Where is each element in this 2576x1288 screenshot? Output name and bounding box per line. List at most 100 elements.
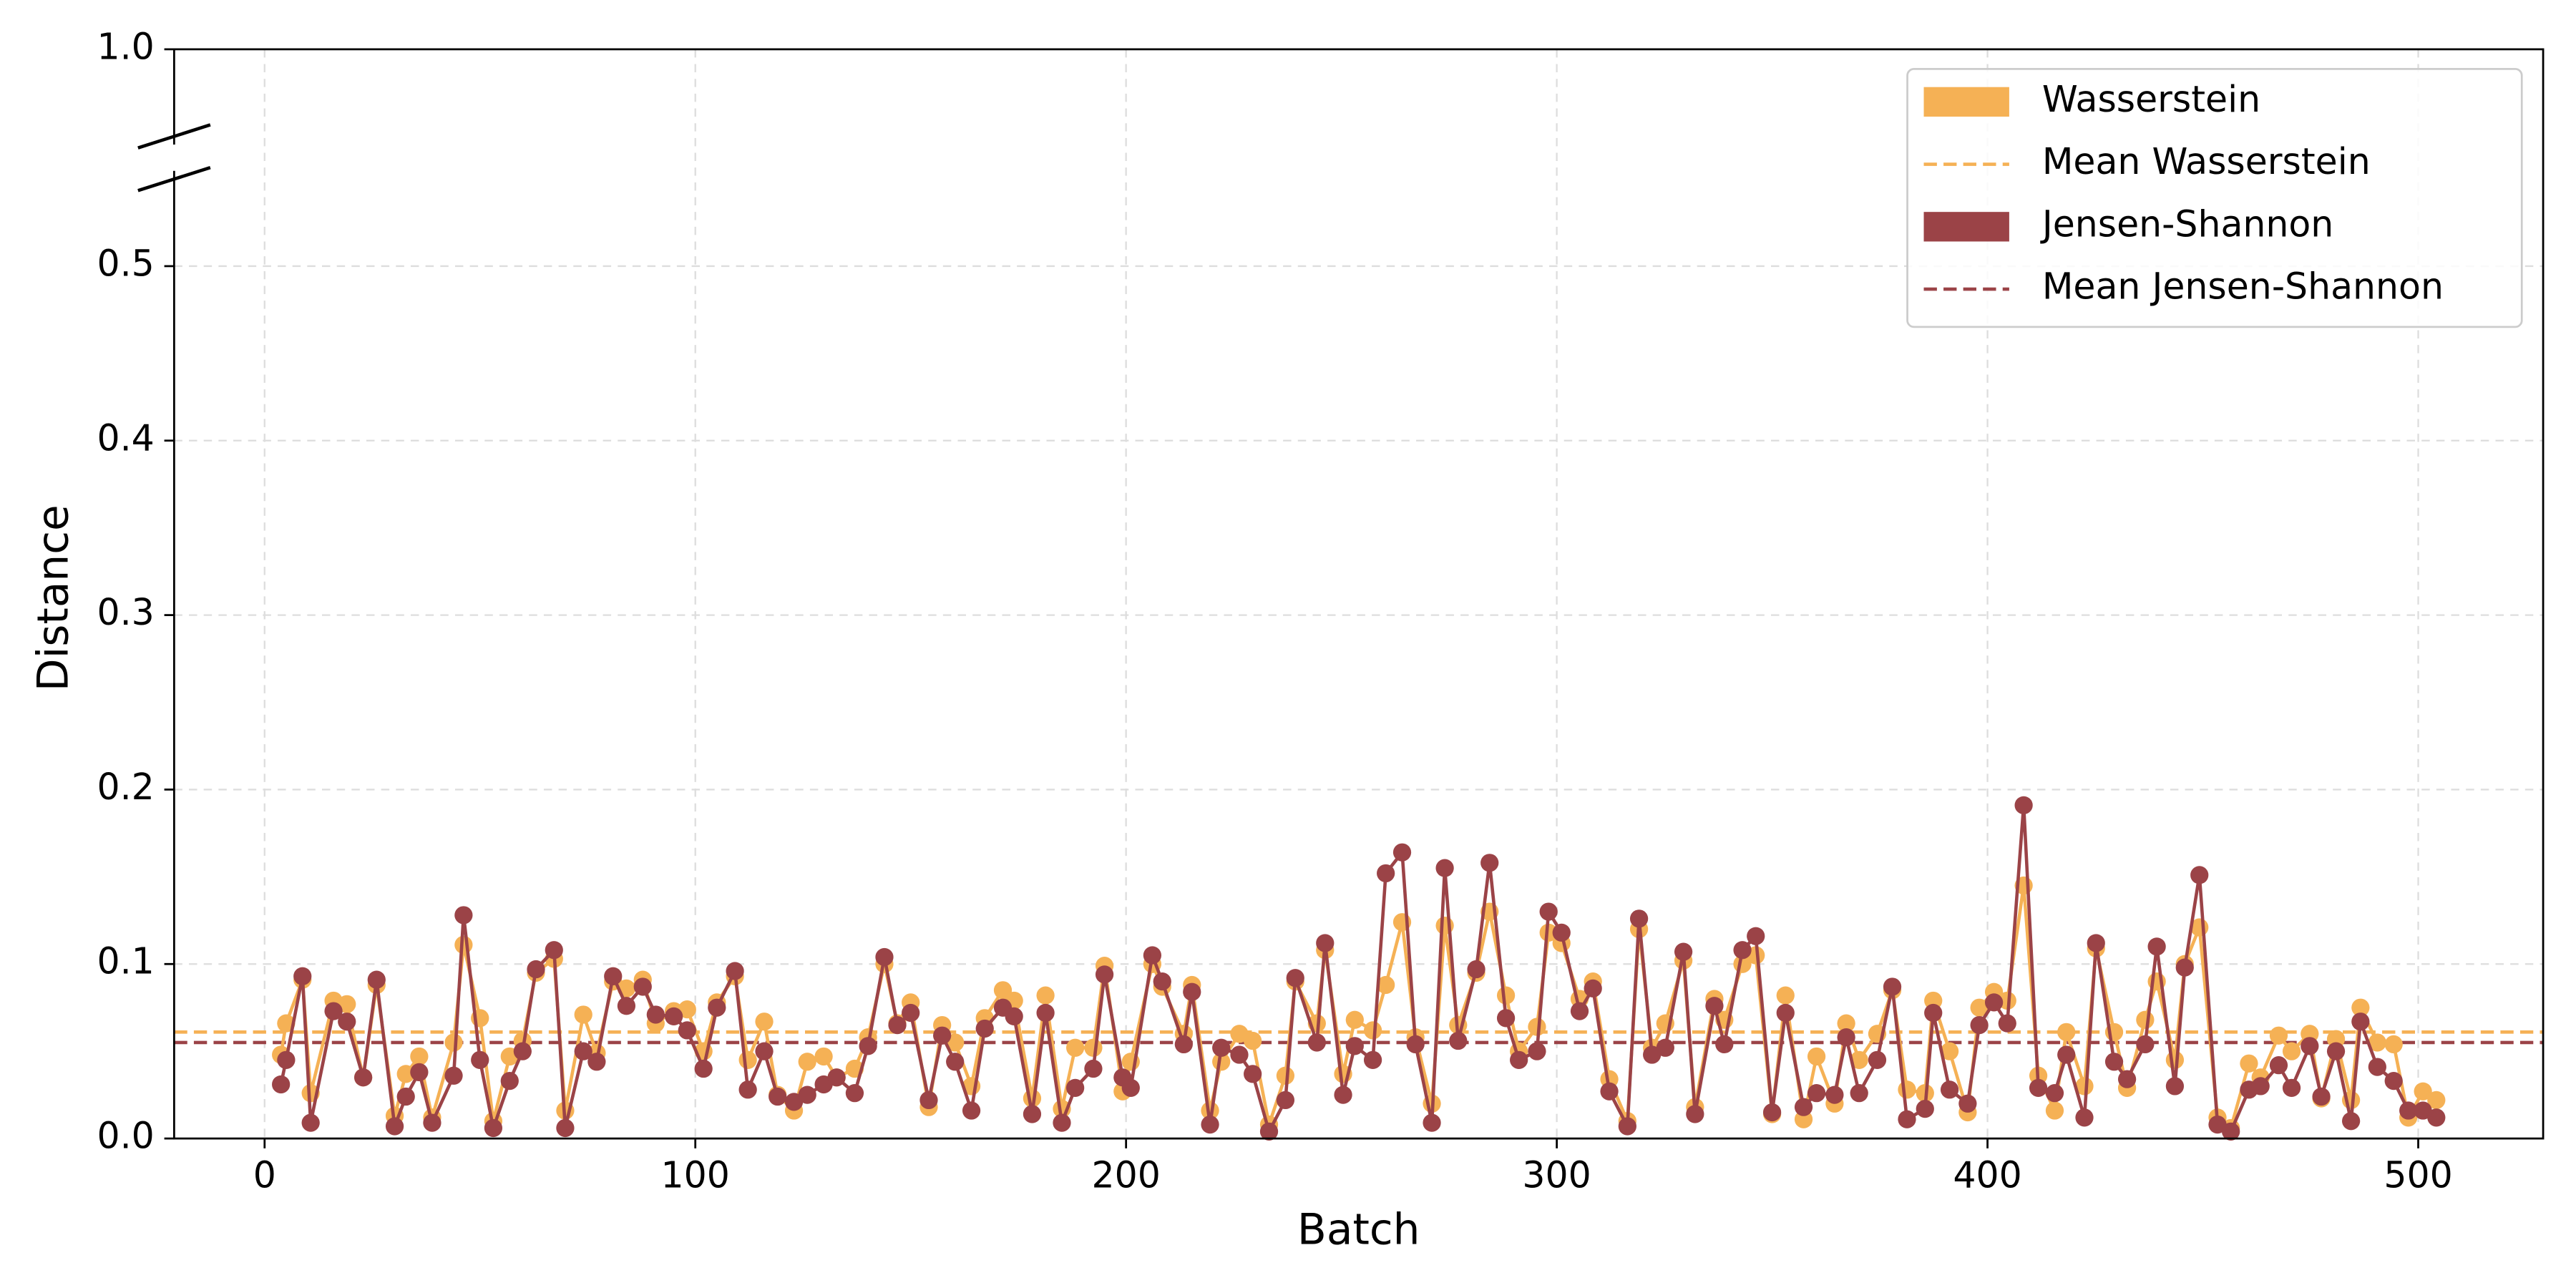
data-point bbox=[1898, 1110, 1916, 1128]
data-point bbox=[574, 1042, 592, 1060]
legend-label: Jensen-Shannon bbox=[2040, 203, 2334, 245]
data-point bbox=[277, 1050, 296, 1069]
data-point bbox=[845, 1084, 864, 1103]
data-point bbox=[1998, 991, 2016, 1010]
data-point bbox=[2269, 1056, 2288, 1075]
data-point bbox=[738, 1050, 757, 1069]
data-point bbox=[2190, 866, 2209, 884]
data-point bbox=[1794, 1098, 1813, 1116]
data-point bbox=[1539, 923, 1558, 942]
data-point bbox=[484, 1118, 503, 1138]
data-point bbox=[293, 967, 312, 985]
data-point bbox=[2147, 937, 2166, 956]
data-point bbox=[1600, 1082, 1619, 1101]
data-point bbox=[1467, 960, 1485, 979]
data-point bbox=[2341, 1112, 2361, 1131]
data-point bbox=[2240, 1054, 2258, 1073]
data-point bbox=[1201, 1101, 1219, 1120]
data-point bbox=[1984, 993, 2004, 1012]
data-point bbox=[738, 1080, 757, 1099]
data-point bbox=[1230, 1045, 1249, 1064]
data-point bbox=[301, 1113, 320, 1132]
data-point bbox=[1316, 934, 1335, 952]
data-point bbox=[454, 906, 473, 924]
x-tick-label: 100 bbox=[661, 1154, 730, 1196]
axis-break-gap bbox=[169, 145, 180, 171]
data-point bbox=[902, 1003, 920, 1023]
legend-swatch bbox=[1923, 212, 2009, 242]
data-point bbox=[1940, 1042, 1959, 1060]
data-point bbox=[1916, 1099, 1934, 1118]
data-point bbox=[755, 1013, 774, 1031]
data-point bbox=[755, 1042, 774, 1060]
data-point bbox=[2251, 1077, 2270, 1096]
y-tick-label: 0.4 bbox=[97, 416, 155, 459]
data-point bbox=[1940, 1080, 1959, 1099]
data-point bbox=[1334, 1085, 1352, 1104]
data-point bbox=[527, 960, 545, 979]
x-tick-label: 300 bbox=[1522, 1154, 1591, 1196]
data-point bbox=[2014, 796, 2033, 814]
legend-box bbox=[1906, 68, 2523, 328]
data-point bbox=[2117, 1070, 2137, 1088]
data-point bbox=[353, 1068, 373, 1087]
data-point bbox=[2057, 1045, 2076, 1064]
data-point bbox=[2384, 1035, 2403, 1054]
y-tick-label: 1.0 bbox=[97, 25, 155, 67]
x-tick-label: 200 bbox=[1091, 1154, 1160, 1196]
data-point bbox=[1423, 1113, 1441, 1132]
data-point bbox=[1244, 1031, 1262, 1050]
data-point bbox=[962, 1101, 981, 1120]
data-point bbox=[933, 1026, 952, 1045]
data-point bbox=[975, 1019, 994, 1038]
data-point bbox=[1153, 972, 1171, 991]
x-tick-label: 0 bbox=[253, 1154, 276, 1196]
data-point bbox=[396, 1065, 415, 1083]
data-point bbox=[1825, 1085, 1844, 1104]
data-point bbox=[678, 1021, 696, 1040]
data-point bbox=[587, 1053, 606, 1071]
data-point bbox=[1496, 986, 1516, 1005]
data-point bbox=[1392, 843, 1412, 862]
data-point bbox=[1053, 1113, 1071, 1132]
data-point bbox=[1552, 923, 1571, 942]
data-point bbox=[1686, 1105, 1704, 1123]
data-point bbox=[1036, 986, 1055, 1005]
data-point bbox=[1174, 1035, 1193, 1054]
data-point bbox=[1449, 1031, 1468, 1050]
data-point bbox=[1212, 1038, 1231, 1057]
data-point bbox=[1618, 1117, 1636, 1136]
data-point bbox=[1307, 1033, 1326, 1052]
data-point bbox=[2087, 934, 2105, 952]
data-point bbox=[1762, 1103, 1782, 1122]
data-point bbox=[633, 977, 652, 996]
data-point bbox=[708, 998, 726, 1017]
data-point bbox=[2045, 1101, 2064, 1120]
data-point bbox=[875, 947, 894, 967]
data-point bbox=[646, 1005, 665, 1024]
data-point bbox=[1868, 1050, 1887, 1069]
data-point bbox=[385, 1117, 404, 1136]
data-point bbox=[1539, 902, 1558, 921]
data-point bbox=[1095, 965, 1114, 984]
data-point bbox=[2368, 1058, 2386, 1076]
data-point bbox=[1656, 1038, 1674, 1057]
data-point bbox=[827, 1068, 846, 1087]
y-tick-label: 0.3 bbox=[97, 591, 155, 633]
legend-label: Mean Jensen-Shannon bbox=[2042, 265, 2444, 308]
data-point bbox=[726, 962, 744, 980]
data-point bbox=[1970, 1015, 1989, 1035]
data-point bbox=[1406, 1035, 1425, 1054]
data-point bbox=[1201, 1115, 1219, 1134]
data-point bbox=[2136, 1035, 2155, 1054]
data-point bbox=[784, 1093, 804, 1111]
legend-label: Wasserstein bbox=[2042, 78, 2260, 120]
data-point bbox=[2326, 1042, 2346, 1060]
data-point bbox=[1066, 1078, 1085, 1097]
data-point bbox=[1363, 1021, 1382, 1040]
y-tick-label: 0.1 bbox=[97, 940, 155, 982]
data-point bbox=[2368, 1033, 2386, 1052]
data-point bbox=[2312, 1087, 2331, 1106]
data-point bbox=[2269, 1026, 2288, 1045]
